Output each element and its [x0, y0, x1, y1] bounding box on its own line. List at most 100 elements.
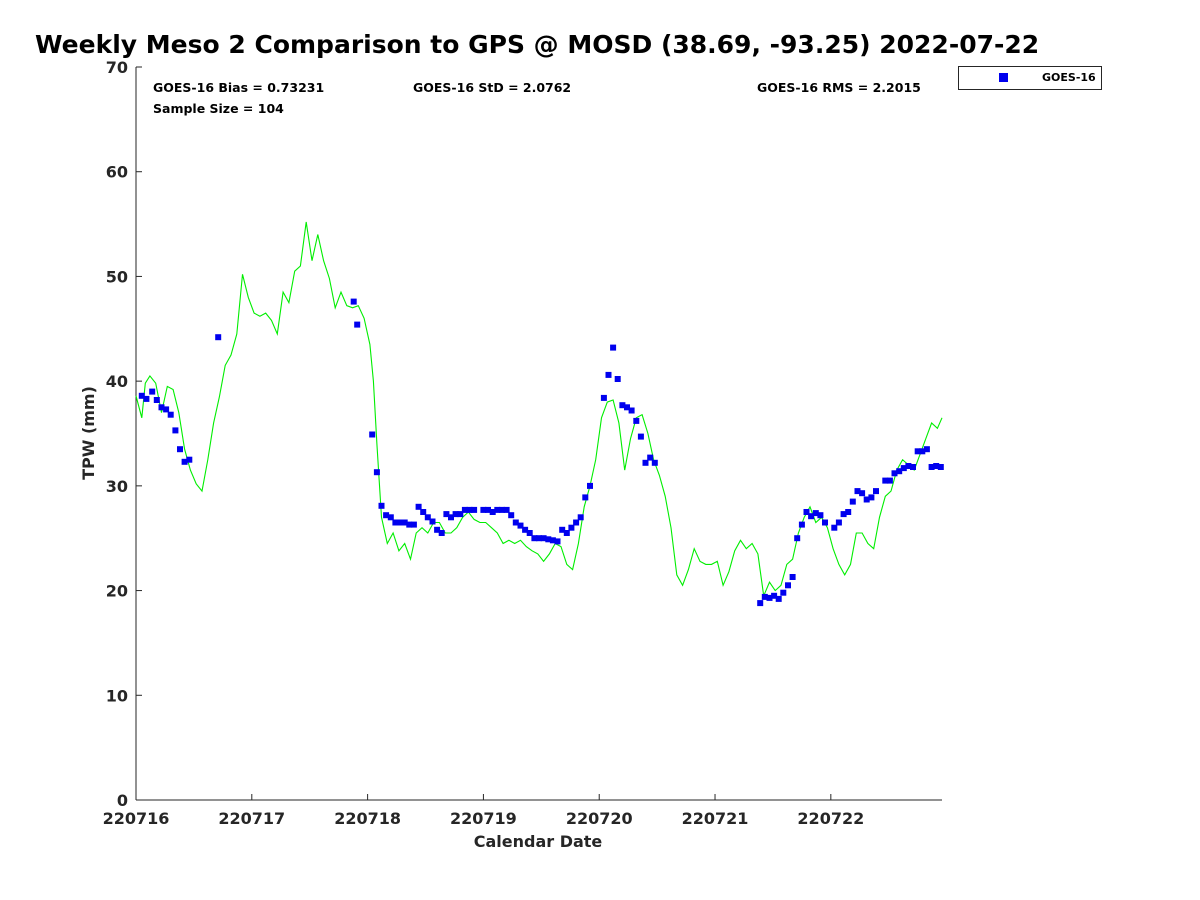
- goes-data-point: [503, 506, 510, 513]
- goes-data-point: [803, 509, 810, 515]
- goes-data-point: [628, 407, 635, 414]
- goes-data-point: [466, 506, 473, 513]
- goes-data-point: [387, 514, 394, 521]
- goes-data-point: [563, 530, 570, 536]
- bias-stat: GOES-16 Bias = 0.73231: [153, 80, 324, 95]
- plot-area: 0 10 20 30 40 50 60 70 220716 220717 220718 220719…: [103, 58, 944, 828]
- goes-data-point: [582, 494, 589, 501]
- legend-label: GOES-16: [1042, 71, 1096, 84]
- goes-data-point: [771, 592, 778, 599]
- goes-data-point: [406, 521, 413, 528]
- goes-data-point: [831, 524, 838, 531]
- goes-data-point: [854, 488, 861, 495]
- goes-data-point: [859, 490, 866, 497]
- x-tick-label: 220716: [103, 809, 170, 828]
- goes-data-point: [577, 514, 584, 521]
- goes-data-point: [780, 589, 787, 596]
- goes-data-point: [163, 406, 170, 413]
- y-tick-label: 0: [117, 791, 128, 810]
- goes-data-point: [923, 446, 930, 453]
- x-axis-label: Calendar Date: [474, 832, 603, 851]
- goes-data-point: [882, 477, 889, 484]
- legend-marker: [999, 73, 1008, 82]
- goes-data-point: [494, 506, 501, 513]
- goes-data-point: [378, 502, 385, 509]
- goes-data-point: [536, 535, 542, 542]
- goes-data-point: [798, 521, 805, 528]
- goes-data-point: [757, 600, 764, 607]
- goes-data-point: [149, 388, 156, 395]
- goes-data-point: [369, 431, 376, 438]
- goes-data-point: [573, 519, 580, 526]
- goes-data-point: [624, 404, 630, 411]
- goes-data-point: [457, 511, 464, 518]
- goes-data-point: [452, 511, 459, 518]
- y-tick-label: 50: [106, 267, 128, 286]
- goes-data-point: [863, 496, 870, 503]
- goes-data-point: [354, 321, 361, 328]
- goes-data-point: [434, 526, 441, 533]
- x-tick-label: 220720: [566, 809, 633, 828]
- goes-data-point: [914, 448, 921, 455]
- x-tick-label: 220722: [797, 809, 864, 828]
- std-stat: GOES-16 StD = 2.0762: [413, 80, 571, 95]
- goes-data-point: [896, 468, 903, 475]
- goes-data-point: [172, 427, 179, 434]
- goes-data-point: [429, 518, 436, 525]
- goes-data-point: [794, 535, 801, 542]
- goes-data-point: [840, 511, 847, 518]
- legend-box: [958, 66, 1102, 90]
- goes-data-point: [905, 463, 912, 469]
- goes-data-point: [181, 458, 188, 465]
- goes-data-point: [785, 582, 791, 589]
- goes-data-point: [647, 454, 654, 461]
- goes-data-point: [891, 470, 898, 477]
- y-ticks: 0 10 20 30 40 50 60 70: [106, 58, 142, 810]
- goes-data-point: [383, 512, 390, 519]
- goes-data-point: [489, 509, 496, 515]
- goes-data-point: [868, 494, 875, 501]
- goes-data-point: [600, 394, 607, 401]
- goes-data-point: [559, 526, 566, 533]
- goes-data-point: [415, 503, 422, 510]
- y-tick-label: 70: [106, 58, 128, 77]
- goes-data-point: [910, 464, 916, 470]
- goes-data-point: [900, 465, 907, 472]
- goes-data-point: [522, 526, 529, 533]
- goes-data-point: [153, 397, 160, 403]
- rms-stat: GOES-16 RMS = 2.2015: [757, 80, 921, 95]
- x-tick-label: 220719: [450, 809, 517, 828]
- goes-data-point: [443, 511, 450, 518]
- goes-data-point: [215, 334, 222, 341]
- y-tick-label: 10: [106, 686, 128, 705]
- x-tick-label: 220718: [334, 809, 401, 828]
- goes-data-point: [540, 535, 547, 542]
- goes-data-point: [485, 506, 491, 513]
- goes-series-points: [138, 298, 944, 607]
- goes-data-point: [448, 514, 454, 521]
- goes-data-point: [424, 514, 431, 521]
- goes-data-point: [480, 506, 487, 513]
- y-tick-label: 60: [106, 163, 128, 182]
- goes-data-point: [568, 524, 575, 531]
- goes-data-point: [526, 530, 533, 536]
- goes-data-point: [461, 506, 468, 513]
- goes-data-point: [545, 536, 552, 543]
- x-ticks: 220716 220717 220718 220719 220720 220721 2207…: [103, 794, 864, 828]
- goes-data-point: [610, 344, 617, 351]
- goes-data-point: [498, 506, 505, 513]
- goes-data-point: [587, 482, 593, 489]
- goes-data-point: [554, 538, 561, 545]
- y-tick-label: 30: [106, 477, 128, 496]
- goes-data-point: [633, 417, 640, 424]
- goes-data-point: [919, 448, 926, 455]
- goes-data-point: [761, 593, 768, 600]
- goes-data-point: [549, 537, 556, 544]
- goes-data-point: [397, 519, 403, 526]
- goes-data-point: [392, 519, 399, 526]
- y-tick-label: 40: [106, 372, 128, 391]
- goes-data-point: [138, 392, 145, 399]
- goes-data-point: [401, 519, 408, 526]
- legend: GOES-16: [958, 66, 1102, 90]
